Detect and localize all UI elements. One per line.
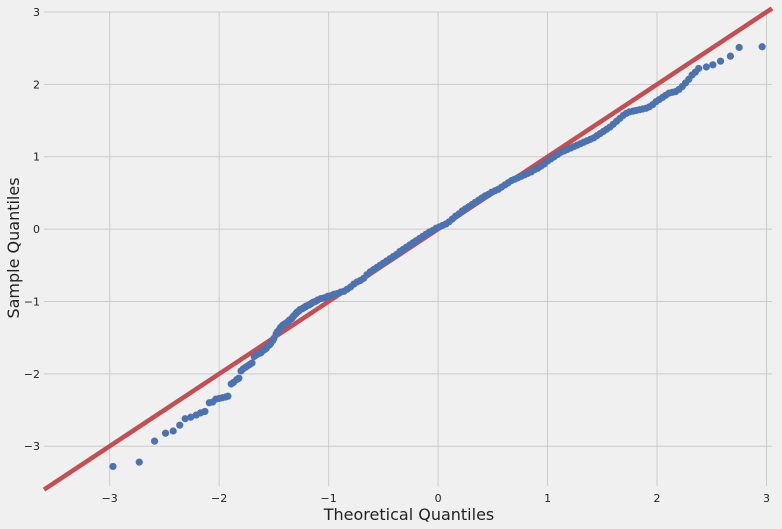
- y-tick-label: −3: [24, 440, 40, 453]
- data-point-5: [176, 421, 184, 429]
- y-tick-label: 1: [33, 151, 40, 164]
- y-axis-label: Sample Quantiles: [4, 177, 23, 318]
- data-point-186: [702, 63, 710, 71]
- grid: [44, 11, 772, 486]
- y-tick-labels: −3 −2 −1 0 1 2 3: [24, 6, 40, 453]
- data-point-1: [135, 458, 143, 466]
- data-point-185: [695, 64, 703, 73]
- y-tick-label: 2: [33, 78, 40, 91]
- data-point-27: [248, 359, 256, 367]
- x-tick-label: 2: [654, 492, 661, 505]
- data-point-7: [187, 413, 195, 421]
- data-point-3: [161, 429, 170, 437]
- data-point-190: [735, 43, 743, 52]
- x-tick-labels: −3 −2 −1 0 1 2 3: [102, 492, 770, 505]
- data-point-2: [150, 437, 159, 445]
- y-tick-label: −2: [24, 368, 40, 381]
- x-axis-label: Theoretical Quantiles: [323, 505, 495, 524]
- data-point-189: [726, 52, 735, 60]
- x-tick-label: −3: [102, 492, 118, 505]
- data-point-187: [709, 61, 717, 69]
- y-tick-label: 0: [33, 223, 40, 236]
- data-point-17: [224, 392, 232, 400]
- x-tick-label: −1: [321, 492, 337, 505]
- y-tick-label: 3: [33, 6, 40, 19]
- data-point-0: [109, 462, 117, 471]
- data-point-191: [758, 43, 766, 51]
- x-tick-label: −2: [211, 492, 227, 505]
- data-points: [109, 43, 766, 471]
- data-point-188: [716, 57, 725, 65]
- data-point-21: [235, 374, 243, 382]
- y-tick-label: −1: [24, 295, 40, 308]
- x-tick-label: 3: [763, 492, 770, 505]
- x-tick-label: 0: [435, 492, 442, 505]
- data-point-4: [169, 427, 177, 435]
- data-point-10: [201, 407, 209, 416]
- x-tick-label: 1: [544, 492, 551, 505]
- data-point-6: [181, 415, 189, 423]
